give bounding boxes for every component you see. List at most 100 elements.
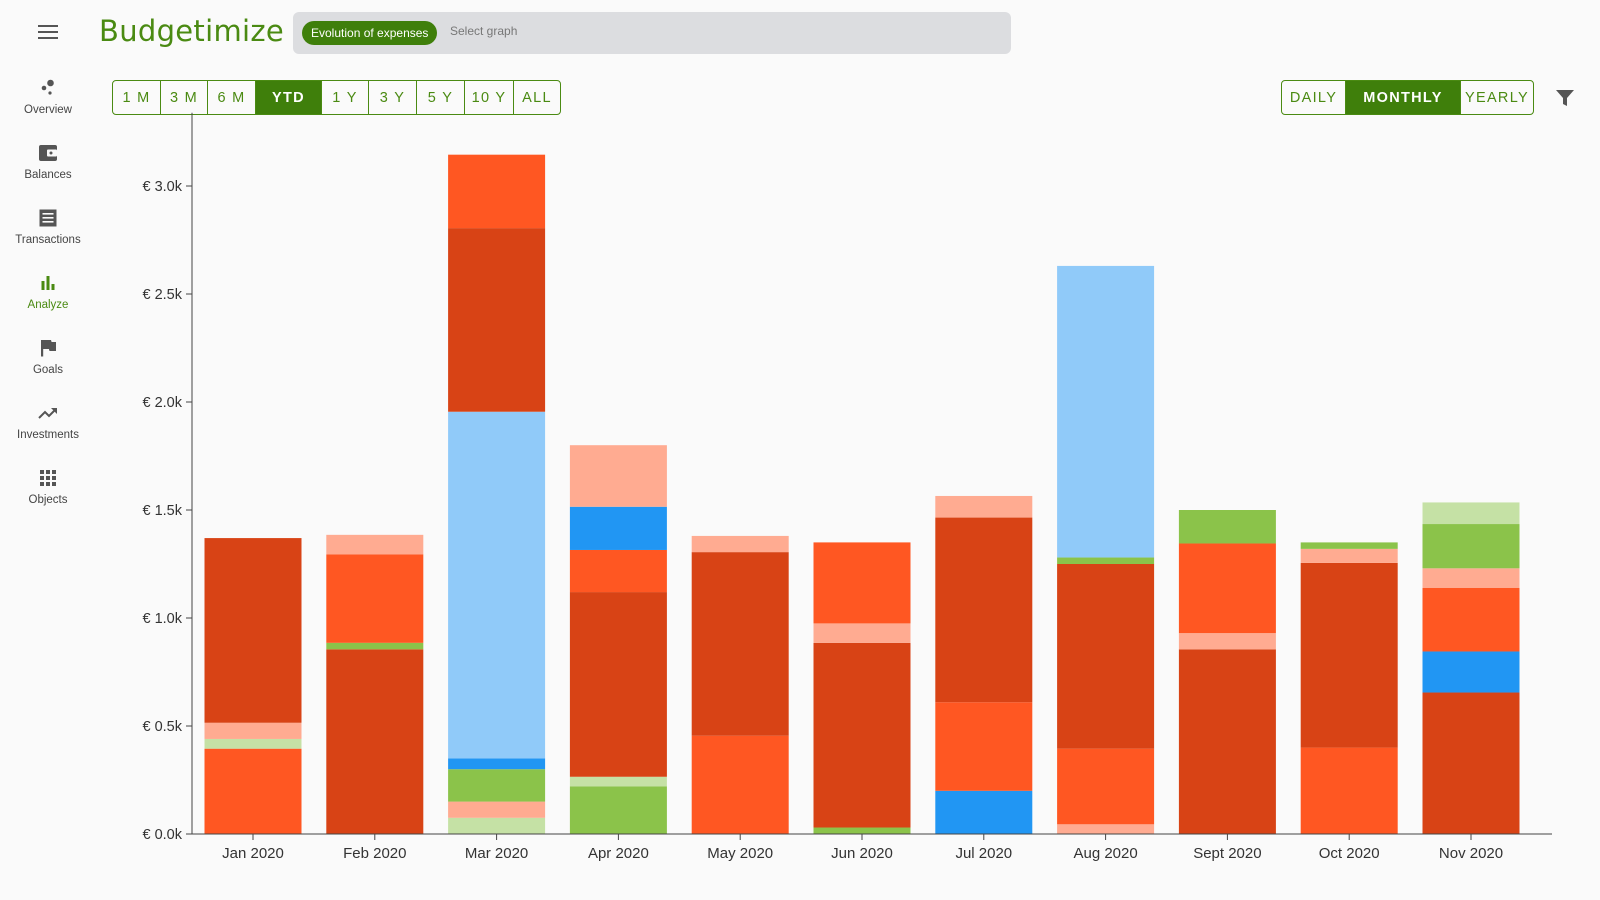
range-1y-button[interactable]: 1 Y xyxy=(321,81,368,114)
sidebar-nav: Overview Balances Transactions Analyze G… xyxy=(0,72,96,527)
x-tick-label: Jan 2020 xyxy=(222,845,284,862)
x-tick-label: Aug 2020 xyxy=(1073,845,1137,862)
bar-segment xyxy=(1057,564,1155,749)
bar-segment xyxy=(1300,747,1398,834)
sidebar-item-label: Analyze xyxy=(27,299,69,311)
y-tick-label: € 1.5k xyxy=(143,503,183,519)
x-tick-label: Feb 2020 xyxy=(343,845,406,862)
bar-segment xyxy=(935,702,1033,791)
menu-icon[interactable] xyxy=(38,25,58,39)
trending-up-icon xyxy=(38,408,57,419)
bar-segment xyxy=(691,735,789,834)
period-yearly-button[interactable]: YEARLY xyxy=(1460,81,1533,114)
bar-segment xyxy=(1422,692,1520,834)
bar-segment xyxy=(813,623,911,643)
bar-segment xyxy=(1422,568,1520,588)
bar-segment xyxy=(1422,524,1520,569)
x-tick-label: May 2020 xyxy=(707,845,773,862)
bar-segment xyxy=(813,642,911,828)
period-daily-button[interactable]: DAILY xyxy=(1282,81,1345,114)
x-tick-label: Apr 2020 xyxy=(588,845,649,862)
sidebar-item-label: Investments xyxy=(17,429,79,441)
y-tick-label: € 2.0k xyxy=(143,395,183,411)
wallet-icon xyxy=(39,145,57,161)
x-tick-label: Nov 2020 xyxy=(1439,845,1503,862)
app-logo: Budgetimize xyxy=(99,14,285,48)
sidebar-item-transactions[interactable]: Transactions xyxy=(0,202,96,267)
bar-segment xyxy=(326,649,424,834)
bar-segment xyxy=(1178,649,1276,834)
sidebar-item-label: Transactions xyxy=(15,234,81,246)
sidebar-item-goals[interactable]: Goals xyxy=(0,332,96,397)
period-monthly-button[interactable]: MONTHLY xyxy=(1345,81,1460,114)
bar-segment xyxy=(448,758,546,770)
grid-icon xyxy=(40,470,56,486)
bar-segment xyxy=(1422,651,1520,693)
bar-segment xyxy=(1422,502,1520,525)
x-tick-label: Sept 2020 xyxy=(1193,845,1261,862)
bar-segment xyxy=(1057,748,1155,825)
bar-segment xyxy=(1178,510,1276,544)
sidebar-item-balances[interactable]: Balances xyxy=(0,137,96,202)
x-tick-label: Jul 2020 xyxy=(955,845,1012,862)
bar-segment xyxy=(691,535,789,553)
bar-segment xyxy=(448,769,546,802)
bar-segment xyxy=(1178,633,1276,650)
y-tick-label: € 3.0k xyxy=(143,179,183,195)
x-tick-label: Mar 2020 xyxy=(465,845,528,862)
bar-segment xyxy=(1057,557,1155,564)
sidebar-item-overview[interactable]: Overview xyxy=(0,72,96,137)
filter-icon[interactable] xyxy=(1555,88,1575,108)
x-tick-label: Oct 2020 xyxy=(1319,845,1380,862)
bar-segment xyxy=(1300,548,1398,563)
flag-icon xyxy=(41,340,56,357)
bar-segment xyxy=(935,517,1033,703)
sidebar-item-investments[interactable]: Investments xyxy=(0,397,96,462)
bar-segment xyxy=(204,738,302,749)
graph-search-input[interactable] xyxy=(448,23,992,39)
bar-segment xyxy=(935,790,1033,834)
receipt-icon xyxy=(39,209,57,227)
selected-graph-chip[interactable]: Evolution of expenses xyxy=(302,21,438,45)
sidebar-item-label: Objects xyxy=(28,494,68,506)
y-tick-label: € 2.5k xyxy=(143,287,183,303)
bar-segment xyxy=(204,722,302,739)
bar-segment xyxy=(326,554,424,643)
y-tick-label: € 1.0k xyxy=(143,611,183,627)
graph-select[interactable]: Evolution of expenses xyxy=(293,12,1011,54)
time-range-selector: 1 M 3 M 6 M YTD 1 Y 3 Y 5 Y 10 Y ALL xyxy=(112,80,561,115)
y-tick-label: € 0.5k xyxy=(143,719,183,735)
bar-segment xyxy=(204,538,302,723)
range-10y-button[interactable]: 10 Y xyxy=(464,81,513,114)
bar-segment xyxy=(448,817,546,834)
bar-segment xyxy=(1057,265,1155,558)
bar-segment xyxy=(569,786,667,834)
overview-icon xyxy=(41,79,54,95)
bar-chart-icon xyxy=(41,276,55,290)
bar-segment xyxy=(813,827,911,834)
bar-segment xyxy=(569,592,667,777)
bar-segment xyxy=(569,776,667,787)
x-tick-label: Jun 2020 xyxy=(831,845,893,862)
range-6m-button[interactable]: 6 M xyxy=(207,81,255,114)
bar-segment xyxy=(326,534,424,555)
bar-segment xyxy=(204,748,302,834)
sidebar-item-analyze[interactable]: Analyze xyxy=(0,267,96,332)
range-all-button[interactable]: ALL xyxy=(513,81,560,114)
bar-segment xyxy=(1300,562,1398,748)
bar-segment xyxy=(813,542,911,624)
sidebar-item-label: Goals xyxy=(32,364,64,376)
range-1m-button[interactable]: 1 M xyxy=(113,81,160,114)
bar-segment xyxy=(569,549,667,593)
y-tick-label: € 0.0k xyxy=(143,827,183,843)
bar-segment xyxy=(935,495,1033,518)
sidebar-item-objects[interactable]: Objects xyxy=(0,462,96,527)
bar-segment xyxy=(448,228,546,412)
range-ytd-button[interactable]: YTD xyxy=(255,81,321,114)
bar-segment xyxy=(448,801,546,818)
range-3m-button[interactable]: 3 M xyxy=(160,81,207,114)
sidebar-item-label: Overview xyxy=(24,104,72,116)
range-3y-button[interactable]: 3 Y xyxy=(368,81,416,114)
range-5y-button[interactable]: 5 Y xyxy=(416,81,464,114)
